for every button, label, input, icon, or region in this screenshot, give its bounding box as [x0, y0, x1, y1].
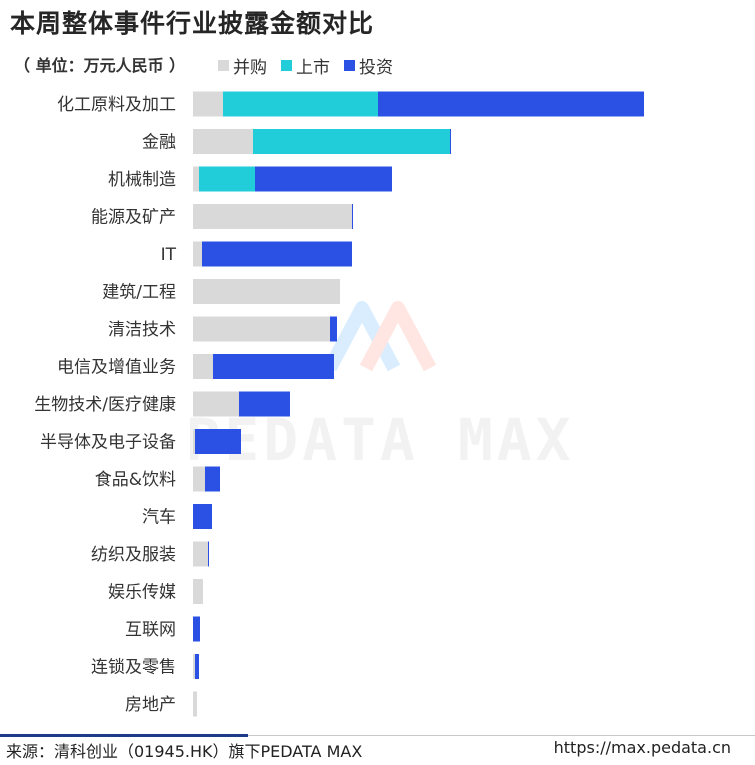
- bar-segment-listing: [223, 91, 378, 117]
- source-url[interactable]: https://max.pedata.cn: [553, 738, 731, 757]
- footer-divider: [0, 735, 755, 736]
- category-label: 连锁及零售: [91, 658, 176, 678]
- bar-segment-investment: [208, 541, 209, 567]
- legend-label-merger: 并购: [233, 58, 267, 78]
- bar-segment-merger: [193, 279, 340, 304]
- bar-segment-merger: [193, 541, 208, 567]
- bar-segment-investment: [193, 616, 200, 642]
- unit-label: （ 单位：万元人民币 ）: [14, 56, 186, 75]
- bar-segment-investment: [213, 354, 334, 379]
- bar-segment-listing: [199, 166, 255, 192]
- bar-segment-investment: [195, 429, 241, 454]
- watermark-text: PEDATA MAX: [185, 406, 574, 474]
- category-label: 清洁技术: [108, 320, 176, 340]
- category-label: 汽车: [142, 508, 176, 528]
- bar-segment-investment: [450, 129, 451, 154]
- legend-label-investment: 投资: [359, 58, 393, 78]
- category-label: 机械制造: [108, 170, 176, 190]
- category-label: 娱乐传媒: [108, 583, 176, 603]
- category-label: 互联网: [125, 620, 176, 640]
- legend: 并购 上市 投资: [218, 53, 393, 78]
- legend-swatch-merger: [218, 60, 229, 71]
- category-label: 能源及矿产: [91, 208, 176, 228]
- category-label: 建筑/工程: [102, 283, 176, 303]
- category-label: 房地产: [125, 695, 176, 715]
- category-label: 金融: [142, 133, 176, 153]
- bar-segment-investment: [202, 241, 352, 267]
- bar-segment-investment: [239, 391, 290, 417]
- category-label: IT: [161, 245, 177, 265]
- bars-group: [193, 91, 644, 717]
- legend-item-investment: 投资: [344, 53, 393, 78]
- bar-segment-merger: [193, 691, 197, 717]
- legend-swatch-listing: [281, 60, 292, 71]
- bar-segment-investment: [205, 466, 220, 492]
- bar-segment-merger: [193, 654, 195, 679]
- bar-segment-merger: [193, 241, 202, 267]
- bar-segment-investment: [330, 316, 337, 342]
- bar-segment-merger: [193, 166, 199, 192]
- legend-item-merger: 并购: [218, 53, 267, 78]
- bar-segment-merger: [193, 429, 195, 454]
- bar-segment-investment: [255, 166, 392, 192]
- bar-segment-investment: [193, 504, 212, 529]
- category-label: 半导体及电子设备: [40, 433, 176, 453]
- bar-segment-merger: [193, 354, 213, 379]
- bar-segment-listing: [253, 129, 450, 154]
- bar-segment-merger: [193, 391, 239, 417]
- chart-title: 本周整体事件行业披露金额对比: [10, 9, 375, 38]
- category-label: 化工原料及加工: [57, 95, 176, 115]
- bar-segment-investment: [352, 204, 353, 229]
- bar-segment-merger: [193, 91, 223, 117]
- category-label: 电信及增值业务: [57, 358, 176, 378]
- category-label: 纺织及服装: [91, 545, 176, 565]
- bar-segment-merger: [193, 466, 205, 492]
- category-label: 食品&饮料: [95, 470, 176, 490]
- bar-segment-investment: [378, 91, 644, 117]
- watermark: PEDATA MAX: [185, 301, 574, 474]
- category-label: 生物技术/医疗健康: [34, 395, 176, 415]
- bar-segment-merger: [193, 129, 253, 154]
- bar-segment-merger: [193, 579, 203, 604]
- bar-segment-merger: [193, 316, 330, 342]
- bar-segment-merger: [193, 204, 352, 229]
- legend-swatch-investment: [344, 60, 355, 71]
- footer-accent-line: [0, 734, 248, 737]
- legend-item-listing: 上市: [281, 53, 330, 78]
- legend-label-listing: 上市: [296, 58, 330, 78]
- bar-segment-investment: [195, 654, 199, 679]
- source-text: 来源：清科创业（01945.HK）旗下PEDATA MAX: [6, 742, 363, 761]
